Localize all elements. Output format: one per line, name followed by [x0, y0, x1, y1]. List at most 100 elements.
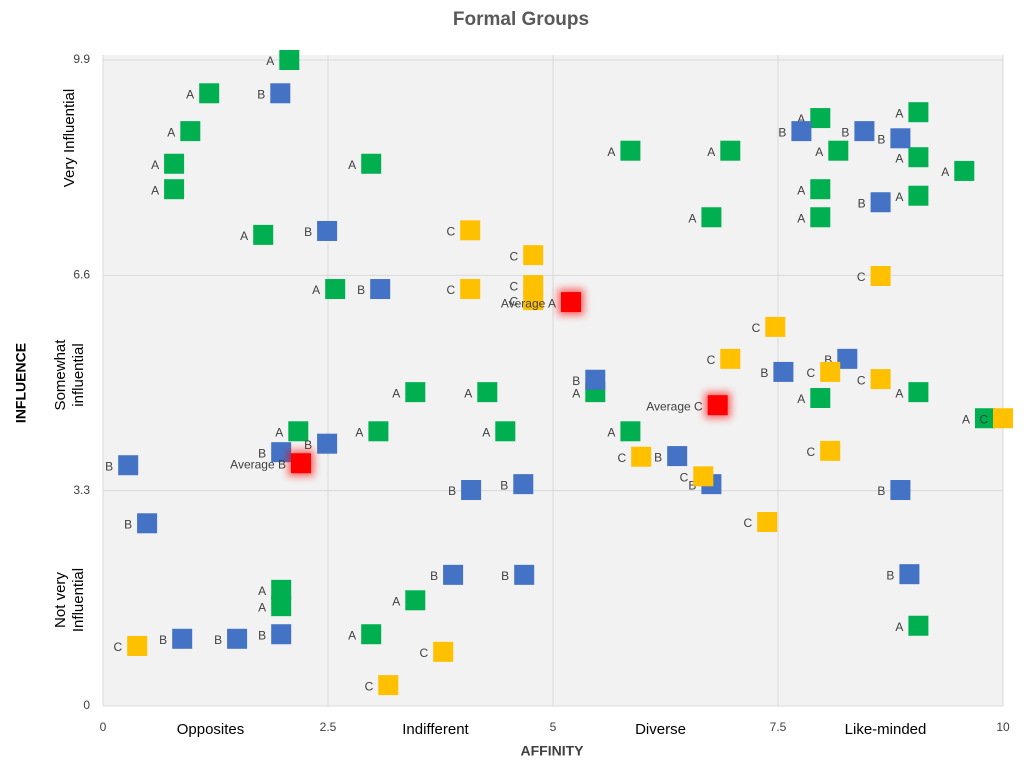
x-tick-label: 5 [550, 720, 557, 734]
y-zone-label: Very Influential [61, 88, 78, 188]
marker [757, 511, 778, 532]
marker [620, 140, 641, 161]
marker [720, 140, 741, 161]
marker [585, 369, 606, 390]
data-label: B [500, 478, 508, 492]
marker [460, 220, 481, 241]
marker [765, 316, 786, 337]
data-label: C [420, 646, 429, 660]
marker [137, 513, 158, 534]
data-label: B [214, 633, 222, 647]
data-label: A [258, 584, 266, 598]
y-tick-label: 0 [83, 698, 90, 712]
x-tick-label: 10 [996, 720, 1010, 734]
data-label: A [266, 54, 274, 68]
x-axis-title: AFFINITY [521, 743, 585, 759]
data-label: B [877, 484, 885, 498]
marker [461, 480, 482, 501]
marker [270, 83, 291, 104]
marker [820, 440, 841, 461]
marker [227, 628, 248, 649]
marker [433, 641, 454, 662]
marker [523, 245, 544, 266]
data-label: A [797, 183, 805, 197]
marker [773, 361, 794, 382]
data-label: A [348, 158, 356, 172]
marker [180, 121, 201, 142]
data-label: B [760, 366, 768, 380]
data-label: C [807, 366, 816, 380]
data-label: B [258, 628, 266, 642]
marker [854, 121, 875, 142]
marker [514, 564, 535, 585]
data-label: B [304, 225, 312, 239]
marker [495, 421, 516, 442]
data-label: C [857, 270, 866, 284]
marker [271, 579, 292, 600]
marker [993, 408, 1013, 429]
y-zone-label: Not very Influential [52, 567, 87, 633]
marker [870, 369, 891, 390]
data-label: B [105, 459, 113, 473]
data-label: B [430, 569, 438, 583]
x-zone-label: Indifferent [402, 721, 469, 738]
data-label: A [797, 392, 805, 406]
marker [908, 102, 929, 123]
data-label: B [886, 568, 894, 582]
marker [317, 220, 338, 241]
data-label: C [744, 516, 753, 530]
marker [378, 675, 399, 696]
data-label: B [304, 438, 312, 452]
data-label: A [312, 283, 320, 297]
marker [317, 433, 338, 454]
marker [701, 207, 722, 228]
data-label: B [257, 87, 265, 101]
data-label: B [572, 374, 580, 388]
marker [707, 395, 728, 416]
marker [908, 185, 929, 206]
data-label: B [877, 132, 885, 146]
data-label: C [510, 294, 519, 308]
data-label: A [815, 145, 823, 159]
marker [513, 474, 534, 495]
data-label: A [688, 211, 696, 225]
marker [477, 382, 498, 403]
data-label: A [895, 620, 903, 634]
marker [405, 590, 426, 611]
data-label: A [167, 125, 175, 139]
data-label: A [797, 112, 805, 126]
data-label: A [941, 165, 949, 179]
data-label: C [680, 470, 689, 484]
y-axis-title: INFLUENCE [13, 343, 29, 423]
marker [271, 624, 292, 645]
data-label: C [857, 373, 866, 387]
data-label: Average B [230, 457, 286, 471]
data-label: A [895, 190, 903, 204]
marker [791, 121, 812, 142]
marker [954, 160, 975, 181]
data-label: A [464, 386, 472, 400]
data-label: A [392, 386, 400, 400]
data-label: C [979, 412, 988, 426]
marker [975, 408, 995, 429]
y-tick-label: 9.9 [73, 52, 90, 66]
y-zone-label: Somewhat influential [52, 339, 87, 411]
data-label: B [448, 484, 456, 498]
marker [899, 564, 920, 585]
data-label: A [895, 106, 903, 120]
x-tick-label: 7.5 [770, 720, 787, 734]
marker [667, 446, 688, 467]
data-label: C [447, 283, 456, 297]
marker [460, 279, 481, 300]
data-label: B [124, 517, 132, 531]
data-label: B [159, 633, 167, 647]
data-label: B [841, 125, 849, 139]
data-label: C [510, 279, 519, 293]
marker [271, 596, 292, 617]
data-label: B [778, 125, 786, 139]
y-tick-label: 3.3 [73, 483, 90, 497]
data-label: C [807, 445, 816, 459]
data-label: C [365, 679, 374, 693]
marker [890, 480, 911, 501]
marker [199, 83, 220, 104]
